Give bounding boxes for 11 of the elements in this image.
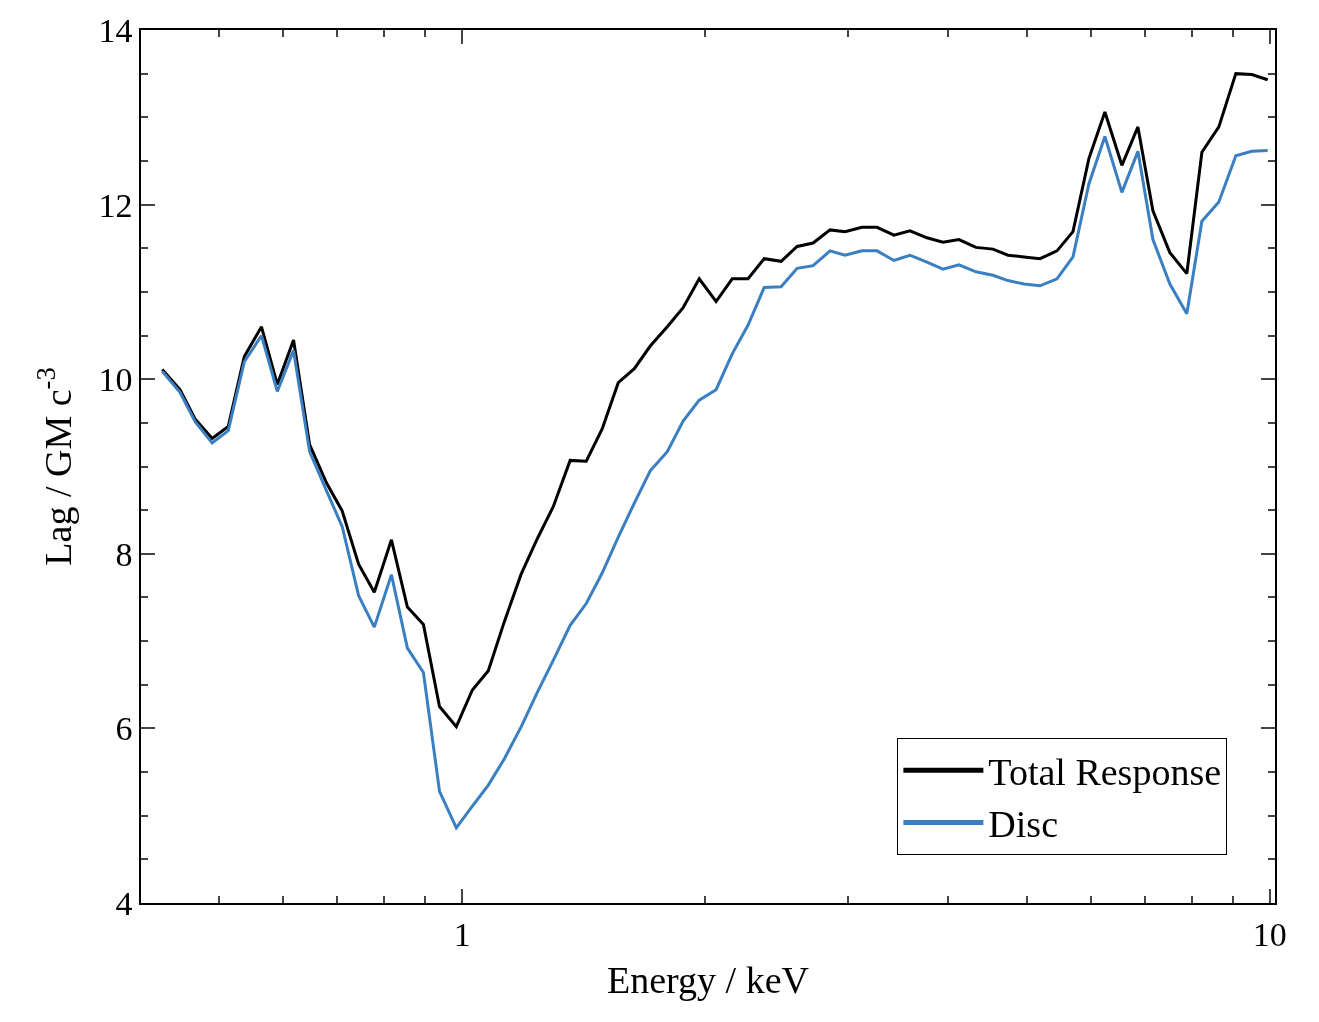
y-tick-label: 14 bbox=[98, 11, 133, 49]
line-series bbox=[160, 72, 1270, 729]
y-tick-label: 6 bbox=[115, 710, 133, 748]
y-tick-label: 12 bbox=[98, 186, 133, 224]
legend-label: Disc bbox=[988, 803, 1059, 846]
legend-label: Total Response bbox=[988, 751, 1222, 794]
x-axis-title: Energy / keV bbox=[607, 959, 810, 1002]
y-tick-label: 4 bbox=[115, 884, 133, 922]
y-tick-label: 8 bbox=[115, 535, 133, 573]
y-tick-label: 10 bbox=[98, 361, 133, 399]
x-tick-label: 1 bbox=[453, 915, 471, 953]
